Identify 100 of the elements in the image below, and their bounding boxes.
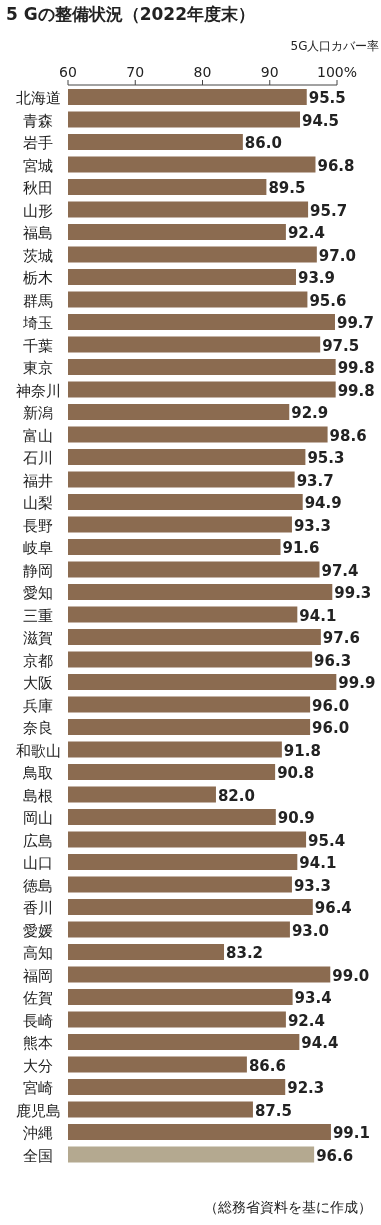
x-tick-label: 90: [260, 64, 279, 80]
data-label: 99.9: [338, 674, 376, 692]
y-tick-label: 群馬: [23, 291, 53, 310]
data-label: 97.0: [318, 246, 356, 265]
y-tick-label: 鳥取: [22, 764, 53, 782]
data-label: 99.7: [336, 314, 374, 332]
data-label: 94.5: [302, 111, 340, 130]
data-label: 86.0: [244, 134, 282, 152]
data-label: 99.3: [334, 584, 372, 602]
y-tick-label: 千葉: [23, 336, 53, 355]
y-tick-label: 沖縄: [23, 1124, 53, 1142]
data-label: 92.3: [287, 1079, 325, 1097]
data-label: 97.5: [322, 336, 360, 355]
data-label: 93.9: [297, 269, 335, 287]
y-tick-label: 愛媛: [23, 921, 53, 940]
data-label: 96.8: [317, 156, 355, 175]
y-tick-label: 山口: [23, 854, 53, 872]
data-label: 99.8: [337, 381, 375, 400]
data-label: 92.9: [291, 404, 329, 422]
y-tick-label: 栃木: [23, 269, 53, 287]
y-tick-label: 和歌山: [15, 741, 61, 760]
y-tick-label: 全国: [23, 1146, 53, 1165]
data-label: 93.7: [296, 471, 334, 490]
data-label: 98.6: [329, 426, 367, 445]
data-label: 96.0: [312, 696, 350, 715]
data-label: 96.3: [314, 651, 352, 670]
y-tick-label: 富山: [23, 426, 53, 445]
y-tick-label: 福井: [23, 471, 53, 490]
data-label: 99.8: [337, 359, 375, 377]
data-label: 95.6: [309, 291, 347, 310]
chart-title: 5 Gの整備状況（2022年度末）: [6, 4, 256, 24]
data-label: 94.9: [304, 494, 342, 512]
y-tick-label: 秋田: [23, 179, 53, 197]
data-label: 94.1: [299, 854, 337, 872]
data-label: 90.9: [277, 809, 315, 827]
y-tick-label: 東京: [23, 359, 53, 377]
y-tick-label: 福岡: [23, 966, 53, 985]
y-tick-label: 広島: [23, 831, 53, 850]
y-tick-label: 岡山: [23, 809, 53, 827]
x-tick-label: 100%: [316, 64, 358, 80]
y-tick-label: 大阪: [23, 674, 53, 692]
y-tick-label: 佐賀: [23, 989, 53, 1007]
data-label: 95.5: [308, 89, 346, 107]
y-tick-label: 神奈川: [15, 381, 61, 400]
data-label: 97.4: [321, 561, 359, 580]
y-tick-label: 京都: [23, 651, 53, 670]
y-tick-label: 高知: [23, 944, 53, 962]
y-tick-label: 埼玉: [22, 314, 53, 332]
data-label: 94.1: [299, 606, 337, 625]
y-tick-label: 石川: [23, 449, 53, 467]
y-tick-label: 鹿児島: [15, 1101, 61, 1120]
data-label: 90.8: [277, 764, 315, 782]
y-tick-label: 北海道: [15, 89, 61, 107]
y-tick-label: 岩手: [23, 134, 53, 152]
x-tick-label: 70: [126, 64, 145, 80]
text: （総務省資料を基に作成）: [204, 1199, 372, 1215]
y-tick-label: 奈良: [23, 719, 53, 737]
data-label: 95.4: [308, 831, 346, 850]
y-tick-label: 滋賀: [23, 629, 53, 647]
data-label: 99.1: [332, 1124, 370, 1142]
data-label: 96.4: [314, 899, 352, 917]
data-label: 89.5: [268, 179, 306, 197]
data-label: 99.0: [332, 966, 370, 985]
x-tick-label: 60: [59, 64, 77, 80]
y-tick-label: 新潟: [23, 404, 53, 422]
data-label: 92.4: [287, 224, 325, 242]
y-tick-label: 岐阜: [23, 539, 53, 557]
data-label: 95.7: [310, 201, 348, 220]
y-tick-label: 静岡: [23, 561, 53, 580]
data-label: 94.4: [301, 1034, 339, 1052]
x-tick-label: 80: [193, 64, 212, 80]
data-label: 83.2: [226, 944, 264, 962]
y-tick-label: 愛知: [23, 584, 53, 602]
y-tick-label: 山梨: [23, 494, 53, 512]
y-tick-label: 三重: [23, 606, 53, 625]
data-label: 93.3: [293, 876, 331, 895]
y-tick-label: 宮崎: [23, 1079, 53, 1097]
data-label: 93.4: [294, 989, 332, 1007]
data-label: 92.4: [287, 1011, 325, 1030]
y-tick-label: 福島: [23, 224, 53, 242]
y-tick-label: 徳島: [23, 876, 53, 895]
data-label: 91.8: [283, 741, 321, 760]
data-label: 86.6: [248, 1056, 286, 1075]
data-label: 96.0: [312, 719, 350, 737]
data-label: 93.0: [291, 921, 329, 940]
data-label: 96.6: [316, 1146, 354, 1165]
y-tick-label: 兵庫: [23, 696, 53, 715]
y-tick-label: 熊本: [23, 1034, 53, 1052]
y-tick-label: 島根: [23, 786, 53, 805]
y-tick-label: 宮城: [23, 156, 53, 175]
data-label: 87.5: [254, 1101, 292, 1120]
data-label: 93.3: [293, 516, 331, 535]
y-tick-label: 大分: [23, 1056, 53, 1075]
data-label: 97.6: [322, 629, 360, 647]
y-tick-label: 香川: [23, 899, 53, 917]
y-tick-label: 山形: [23, 201, 53, 220]
y-tick-label: 長崎: [23, 1011, 53, 1030]
y-tick-label: 青森: [23, 111, 53, 130]
data-label: 82.0: [217, 786, 255, 805]
data-label: 95.3: [307, 449, 345, 467]
